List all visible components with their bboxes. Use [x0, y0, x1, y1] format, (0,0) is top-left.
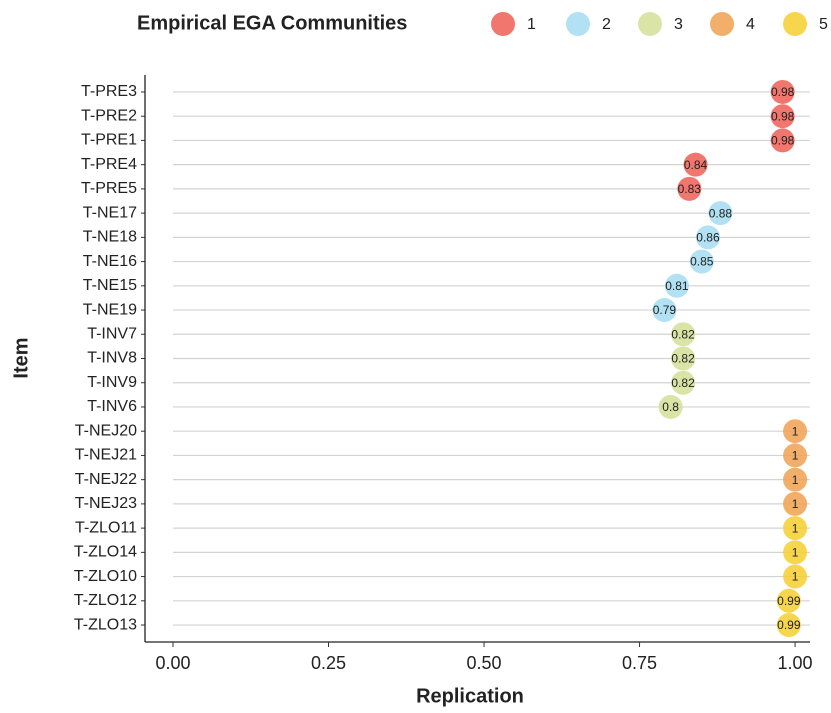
y-tick-label: T-INV9 [87, 374, 137, 391]
y-tick-label: T-ZLO14 [74, 544, 137, 561]
y-tick-label: T-INV6 [87, 398, 137, 415]
data-label: 1 [792, 546, 799, 560]
dot [770, 128, 795, 153]
y-tick-label: T-NE19 [83, 301, 137, 318]
x-tick-label: 0.75 [622, 653, 657, 673]
legend-label: 3 [674, 16, 683, 33]
data-label: 0.98 [771, 85, 795, 99]
y-tick-label: T-ZLO13 [74, 616, 137, 633]
dot [776, 613, 801, 638]
data-label: 1 [792, 521, 799, 535]
data-label: 0.99 [777, 594, 801, 608]
y-tick-label: T-PRE4 [81, 156, 137, 173]
dot [783, 419, 808, 444]
x-tick-label: 0.00 [155, 653, 190, 673]
data-label: 0.79 [653, 303, 677, 317]
legend-swatch [491, 12, 515, 36]
data-label: 0.83 [678, 182, 702, 196]
data-label: 0.85 [690, 255, 714, 269]
data-label: 0.84 [684, 158, 708, 172]
dot [664, 273, 689, 298]
data-label: 1 [792, 424, 799, 438]
y-tick-label: T-NE18 [83, 229, 137, 246]
dot [683, 152, 708, 177]
legend-title: Empirical EGA Communities [137, 12, 407, 34]
data-label: 0.82 [671, 352, 695, 366]
dot [658, 394, 683, 419]
legend-swatch [783, 12, 807, 36]
y-tick-label: T-ZLO11 [75, 519, 137, 536]
legend-label: 5 [819, 16, 828, 33]
y-tick-label: T-NEJ21 [75, 447, 137, 464]
data-label: 1 [792, 449, 799, 463]
data-label: 1 [792, 473, 799, 487]
dot [776, 588, 801, 613]
y-tick-label: T-NEJ22 [75, 471, 137, 488]
y-tick-label: T-NE15 [83, 277, 137, 294]
y-axis-title: Item [10, 337, 32, 378]
data-label: 0.82 [671, 327, 695, 341]
x-tick-label: 0.25 [311, 653, 346, 673]
data-label: 0.82 [671, 376, 695, 390]
dot [671, 346, 696, 371]
legend-label: 2 [602, 16, 611, 33]
y-tick-label: T-ZLO10 [74, 568, 137, 585]
dot [671, 322, 696, 347]
legend-swatch [638, 12, 662, 36]
dot [677, 176, 702, 201]
data-label: 0.81 [665, 279, 689, 293]
dot [783, 491, 808, 516]
dot [652, 298, 677, 323]
data-label: 0.88 [709, 206, 733, 220]
dot [689, 249, 714, 274]
legend-swatch [566, 12, 590, 36]
x-tick-label: 1.00 [778, 653, 813, 673]
data-label: 1 [792, 570, 799, 584]
y-tick-label: T-PRE5 [81, 180, 137, 197]
y-tick-label: T-ZLO12 [74, 592, 137, 609]
dot [783, 540, 808, 565]
y-tick-label: T-PRE1 [81, 132, 137, 149]
y-tick-label: T-NE17 [83, 204, 137, 221]
dot [770, 104, 795, 129]
legend-label: 1 [527, 16, 536, 33]
legend-label: 4 [746, 16, 755, 33]
data-label: 0.98 [771, 134, 795, 148]
dot [708, 201, 733, 226]
data-label: 0.99 [777, 618, 801, 632]
data-label: 0.86 [696, 231, 720, 245]
y-tick-label: T-NEJ23 [75, 495, 137, 512]
x-tick-label: 0.50 [467, 653, 502, 673]
dot [783, 443, 808, 468]
data-label: 0.8 [662, 400, 679, 414]
y-tick-label: T-PRE2 [81, 107, 137, 124]
dot [671, 370, 696, 395]
dot [770, 79, 795, 104]
y-tick-label: T-PRE3 [81, 83, 137, 100]
dot [783, 467, 808, 492]
y-tick-label: T-INV7 [87, 325, 137, 342]
legend-swatch [710, 12, 734, 36]
dot [783, 516, 808, 541]
y-tick-label: T-NE16 [83, 253, 137, 270]
dot [783, 564, 808, 589]
data-label: 0.98 [771, 109, 795, 123]
x-axis-title: Replication [416, 685, 524, 707]
data-label: 1 [792, 497, 799, 511]
y-tick-label: T-NEJ20 [75, 422, 137, 439]
dot [695, 225, 720, 250]
y-tick-label: T-INV8 [87, 350, 137, 367]
